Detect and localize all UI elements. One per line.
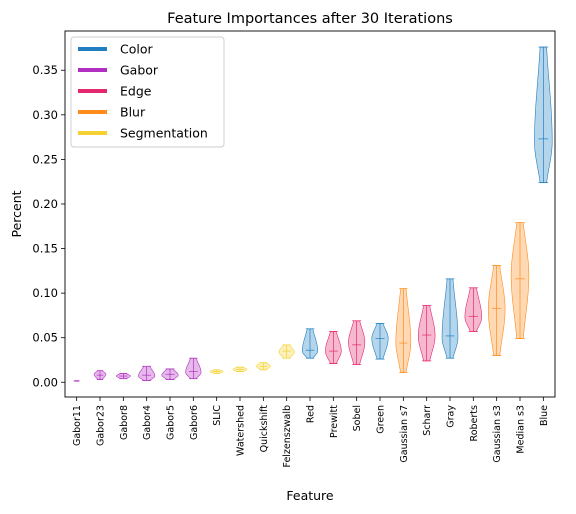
y-axis-label: Percent [9, 190, 24, 237]
x-axis: Gabor11 Gabor23 Gabor8 Gabor4 Gabor5 Gabor6 SL… [72, 397, 550, 467]
x-tick-label: Sobel [352, 405, 363, 431]
plot-frame [64, 30, 556, 398]
x-tick-label: Gaussian s3 [492, 405, 503, 463]
x-tick-label: Watershed [236, 405, 247, 456]
x-tick-label: Gabor11 [72, 405, 83, 446]
x-tick-label: Green [376, 405, 387, 434]
legend: Color Gabor Edge Blur Segmentation [70, 36, 225, 148]
y-tick-label: 0.05 [32, 331, 58, 345]
y-tick-label: 0.00 [32, 375, 58, 389]
y-tick-label: 0.35 [32, 63, 58, 77]
chart-title: Feature Importances after 30 Iterations [167, 11, 453, 27]
x-tick-label: Roberts [469, 405, 480, 441]
legend-label: Segmentation [120, 126, 208, 141]
y-tick-label: 0.20 [32, 197, 58, 211]
y-tick-label: 0.10 [32, 286, 58, 300]
x-tick-label: Gaussian s7 [399, 405, 410, 463]
x-tick-label: Quickshift [259, 405, 270, 453]
x-tick-label: SLIC [212, 405, 223, 426]
y-tick-label: 0.25 [32, 152, 58, 166]
x-tick-label: Blue [539, 405, 550, 426]
plot-area [73, 46, 553, 382]
x-tick-label: Median s3 [516, 405, 527, 454]
legend-label: Edge [120, 84, 152, 99]
x-tick-label: Gabor4 [142, 405, 153, 440]
legend-box [70, 36, 225, 148]
legend-label: Gabor [120, 63, 159, 78]
x-tick-label: Gabor8 [119, 405, 130, 440]
legend-label: Blur [120, 105, 146, 120]
x-tick-label: Gray [446, 405, 457, 428]
x-axis-label: Feature [286, 488, 334, 503]
x-tick-label: Felzenszwalb [282, 405, 293, 467]
x-tick-label: Gabor6 [189, 405, 200, 440]
x-tick-label: Gabor5 [166, 405, 177, 440]
y-tick-label: 0.30 [32, 108, 58, 122]
y-axis: 0.00 0.05 0.10 0.15 0.20 0.25 0.30 0.35 [32, 63, 65, 389]
x-tick-label: Prewitt [329, 405, 340, 438]
x-tick-label: Gabor23 [96, 405, 107, 446]
y-tick-label: 0.15 [32, 242, 58, 256]
x-tick-label: Red [306, 405, 317, 423]
legend-label: Color [120, 42, 153, 57]
x-tick-label: Scharr [422, 405, 433, 436]
